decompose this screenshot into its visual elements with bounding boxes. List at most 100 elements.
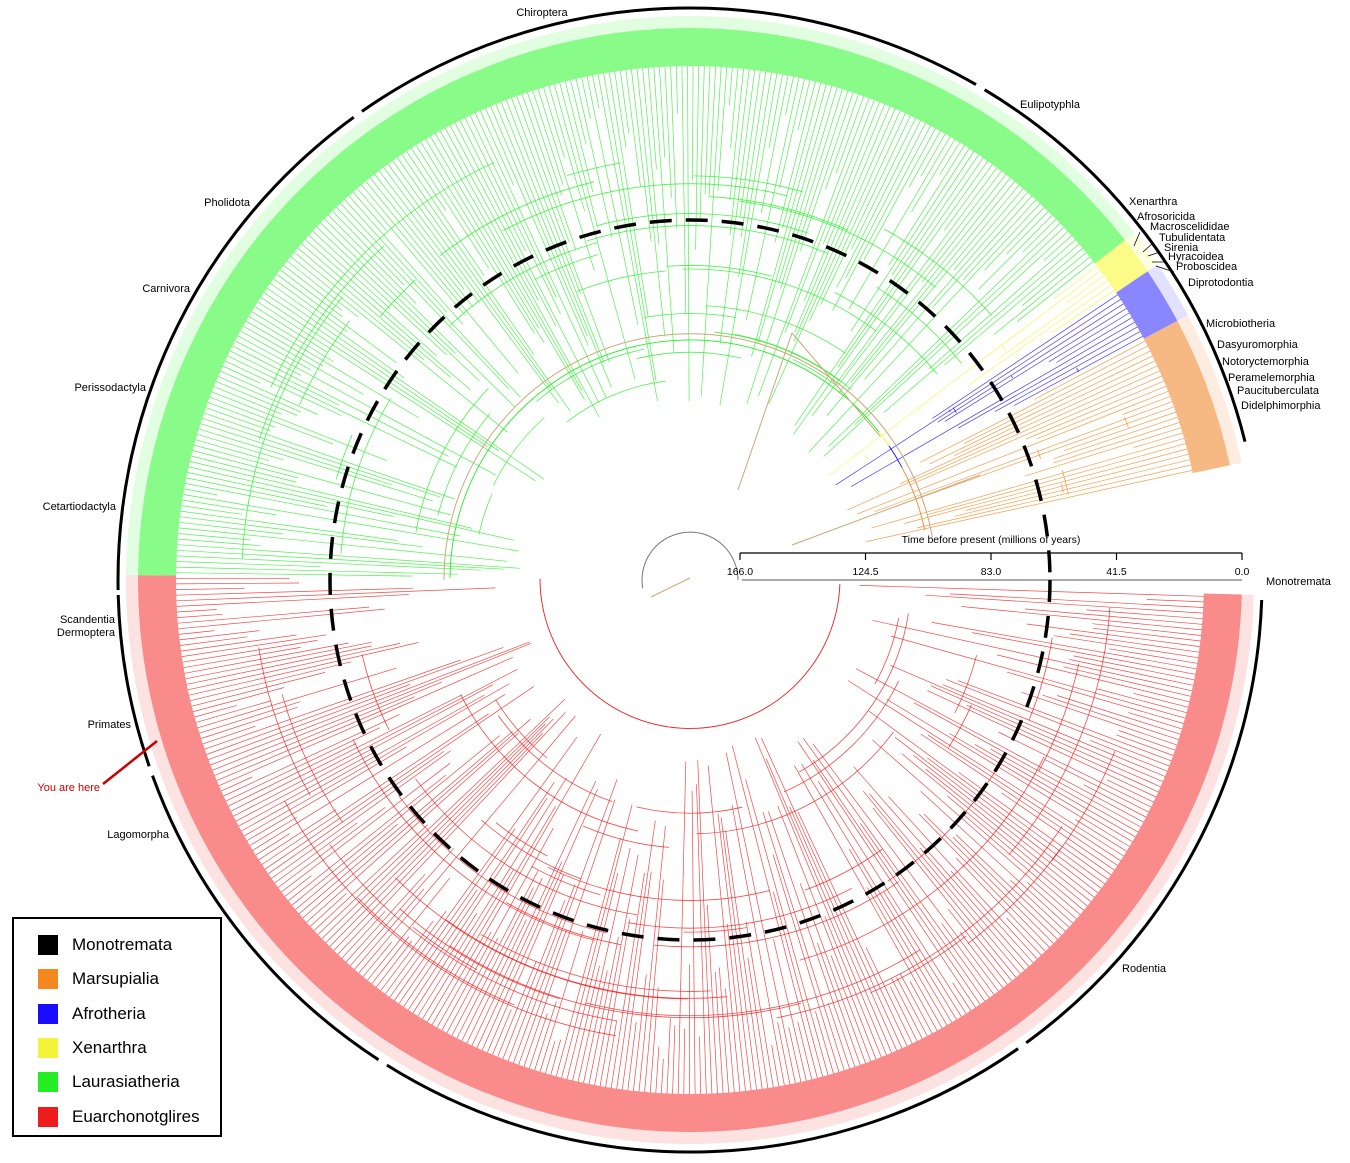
tree-branch bbox=[794, 765, 943, 1029]
tree-branch bbox=[797, 741, 976, 1008]
tree-branch bbox=[189, 461, 473, 529]
tree-branch bbox=[516, 95, 570, 242]
tree-branch bbox=[281, 762, 451, 893]
tree-branch bbox=[559, 82, 598, 228]
tree-branch bbox=[196, 700, 271, 723]
tree-branch bbox=[177, 606, 370, 624]
tree-branch bbox=[466, 919, 527, 1044]
legend-item-marsupialia: Marsupialia bbox=[38, 967, 159, 991]
tree-branch bbox=[768, 110, 901, 405]
tree-branch bbox=[974, 743, 1136, 838]
tree-branch bbox=[430, 136, 585, 400]
tree-node-arc bbox=[683, 927, 747, 933]
tick-label: 41.5 bbox=[1106, 566, 1127, 578]
tree-branch bbox=[1063, 666, 1191, 697]
tree-branch bbox=[487, 874, 565, 1053]
tree-branch bbox=[883, 243, 1080, 413]
tree-branch bbox=[808, 203, 1041, 453]
tree-branch bbox=[427, 806, 556, 1022]
order-label-eulipotyphla: Eulipotyphla bbox=[1020, 99, 1081, 111]
tree-branch bbox=[176, 609, 217, 613]
tree-branch bbox=[290, 256, 508, 433]
tree-branch bbox=[412, 913, 478, 1014]
tree-branch bbox=[610, 872, 645, 1088]
tree-branch bbox=[666, 1018, 671, 1094]
tree-branch bbox=[383, 167, 559, 404]
order-boundary-arc bbox=[361, 6, 977, 113]
clade-tip-fringe-euarchonotglires bbox=[125, 575, 1254, 1144]
order-label-monotremata: Monotremata bbox=[1266, 576, 1332, 588]
tree-branch bbox=[860, 823, 985, 1002]
tree-branch bbox=[237, 335, 496, 476]
tree-branch bbox=[874, 401, 1173, 512]
tree-branch bbox=[599, 918, 631, 1087]
tree-branch bbox=[788, 1026, 802, 1082]
tree-branch bbox=[308, 234, 391, 309]
tree-branch bbox=[194, 705, 237, 718]
tree-branch bbox=[1065, 842, 1112, 875]
tree-branch bbox=[178, 608, 385, 630]
tree-node-arc bbox=[258, 245, 385, 440]
order-label-didelphimorphia: Didelphimorphia bbox=[1241, 400, 1321, 412]
tree-node-arc bbox=[952, 407, 957, 414]
tree-branch bbox=[254, 306, 328, 353]
tree-node-arc bbox=[693, 175, 804, 193]
tree-node-arc bbox=[918, 408, 921, 412]
tree-branch bbox=[444, 127, 539, 301]
legend-label: Euarchonotglires bbox=[72, 1107, 200, 1126]
tree-branch bbox=[968, 284, 1112, 385]
clade-tip-band-laurasiatheria bbox=[138, 27, 1125, 576]
tree-branch bbox=[369, 177, 474, 308]
tree-branch bbox=[561, 804, 633, 1078]
legend-swatch bbox=[38, 1038, 58, 1058]
order-label-rodentia: Rodentia bbox=[1122, 963, 1167, 975]
tree-branch bbox=[631, 69, 652, 242]
tree-node-arc bbox=[799, 613, 909, 773]
tree-branch bbox=[283, 265, 343, 311]
tree-node-arc bbox=[714, 331, 840, 382]
tree-branch bbox=[823, 102, 880, 244]
tree-branch bbox=[286, 260, 359, 318]
tree-branch bbox=[181, 505, 242, 515]
tree-branch bbox=[1054, 635, 1199, 659]
order-label-peramelemorphia: Peramelemorphia bbox=[1228, 372, 1316, 384]
tree-node-arc bbox=[792, 359, 840, 388]
tree-branch bbox=[777, 805, 877, 1060]
tree-node-arc bbox=[412, 926, 478, 971]
tree-branch bbox=[886, 699, 1130, 847]
tree-branch bbox=[1069, 633, 1199, 653]
tree-branch bbox=[575, 78, 613, 238]
tree-branch bbox=[853, 766, 1030, 967]
tree-branch bbox=[205, 407, 271, 432]
tree-branch bbox=[1044, 759, 1149, 813]
tree-branch bbox=[203, 412, 455, 500]
tree-branch bbox=[186, 645, 372, 685]
tree-branch bbox=[644, 879, 664, 1093]
tree-branch bbox=[459, 120, 526, 252]
tree-branch bbox=[264, 686, 534, 870]
tree-branch bbox=[797, 80, 811, 131]
tree-node-arc bbox=[1076, 367, 1080, 373]
tree-branch bbox=[909, 981, 938, 1031]
tree-branch bbox=[176, 561, 321, 568]
tree-node-arc bbox=[887, 760, 1003, 882]
tree-branch bbox=[955, 834, 1062, 936]
tree-branch bbox=[908, 375, 1162, 486]
tree-node-arc bbox=[439, 181, 595, 257]
tree-branch bbox=[774, 81, 816, 243]
tree-branch bbox=[927, 443, 1186, 516]
tree-branch bbox=[210, 641, 530, 766]
tree-branch bbox=[927, 757, 1102, 889]
tree-branch bbox=[242, 325, 364, 395]
tick-label: 0.0 bbox=[1235, 566, 1250, 578]
tree-branch bbox=[953, 188, 1024, 271]
tree-branch bbox=[780, 88, 843, 289]
tree-branch bbox=[947, 908, 1008, 985]
tree-branch bbox=[497, 960, 537, 1057]
tree-node-arc bbox=[586, 225, 828, 254]
tree-branch bbox=[815, 1011, 834, 1074]
order-label-paucituberculata: Paucituberculata bbox=[1237, 385, 1320, 397]
tree-branch bbox=[223, 714, 400, 797]
tree-branch bbox=[422, 869, 514, 1020]
tree-branch bbox=[534, 1001, 557, 1071]
